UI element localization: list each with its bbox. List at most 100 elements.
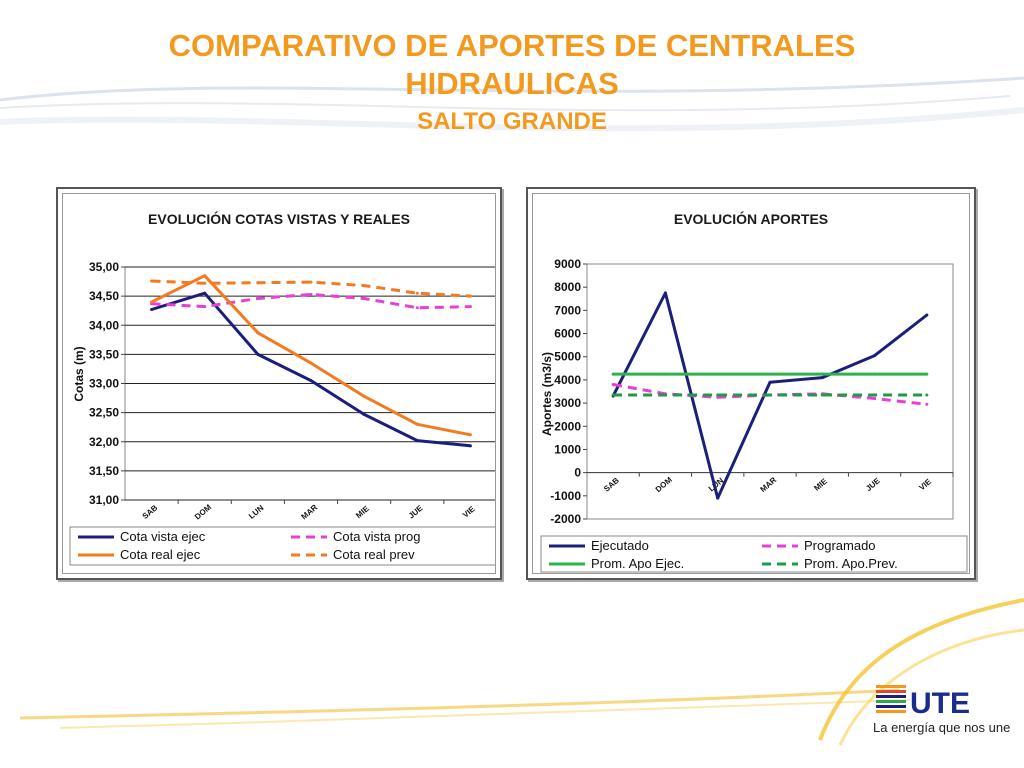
data-point [256,352,260,356]
data-point [256,296,260,300]
data-point [468,444,472,448]
data-point [611,372,615,376]
chart-frame: EVOLUCIÓN COTAS VISTAS Y REALES 31,00 31,5… [62,193,496,574]
data-point [309,292,313,296]
legend-label: Prom. Apo Ejec. [591,556,684,571]
y-tick-label: 33,50 [89,347,119,361]
data-point [716,496,720,500]
logo-stripes-icon [876,685,906,713]
y-axis-label: Cotas (m) [72,346,86,401]
brand-tagline: La energía que nos une [873,720,1011,735]
data-point [611,393,615,397]
data-point [716,393,720,397]
y-tick-label: 9000 [554,257,581,271]
data-point [150,279,154,283]
data-point [873,372,877,376]
data-point [415,291,419,295]
data-point [925,402,929,406]
chart-title: EVOLUCIÓN COTAS VISTAS Y REALES [148,210,410,227]
data-point [925,393,929,397]
y-tick-label: 31,50 [89,464,119,478]
data-point [415,306,419,310]
x-tick-label: MAR [300,503,320,522]
x-tick-label: LUN [247,503,266,521]
chart-panel-cotas: EVOLUCIÓN COTAS VISTAS Y REALES 31,00 31,5… [56,187,502,580]
legend-label: Cota vista prog [333,529,420,544]
logo-wordmark: UTE [910,687,970,720]
data-point [820,372,824,376]
data-point [362,394,366,398]
data-point [203,281,207,285]
data-point [203,305,207,309]
legend-box [540,535,968,573]
data-point [362,284,366,288]
aportes-chart: EVOLUCIÓN APORTES -2000 -1000 0 1000 2000 3000… [540,210,968,573]
data-point [468,433,472,437]
data-point [873,393,877,397]
data-point [663,291,667,295]
data-point [820,393,824,397]
y-tick-label: -1000 [550,489,581,503]
data-point [873,354,877,358]
data-point [716,372,720,376]
x-tick-label: SAB [141,503,160,521]
y-tick-label: 8000 [554,280,581,294]
y-tick-label: 5000 [554,350,581,364]
page-title: COMPARATIVO DE APORTES DE CENTRALES [168,28,856,63]
data-point [820,376,824,380]
legend-label: Ejecutado [591,538,649,553]
y-axis-label: Aportes (m3/s) [540,352,554,436]
y-tick-label: 6000 [554,327,581,341]
legend-label: Prom. Apo.Prev. [804,556,898,571]
y-tick-label: 0 [574,466,581,480]
data-point [150,308,154,312]
data-point [362,296,366,300]
data-point [415,422,419,426]
data-point [663,393,667,397]
legend-label: Cota real ejec [120,547,201,562]
legend-label: Cota vista ejec [120,529,206,544]
data-point [203,291,207,295]
data-point [309,280,313,284]
data-point [468,294,472,298]
data-point [768,380,772,384]
chart-frame: EVOLUCIÓN APORTES -2000 -1000 0 1000 2000 3000… [532,193,970,574]
x-tick-label: MIE [354,504,371,520]
data-point [256,281,260,285]
y-tick-label: 32,00 [89,435,119,449]
data-point [925,313,929,317]
y-tick-label: 4000 [554,373,581,387]
x-tick-label: JUE [407,503,425,520]
data-point [362,412,366,416]
chart-panel-aportes: EVOLUCIÓN APORTES -2000 -1000 0 1000 2000 3000… [526,187,976,580]
y-tick-label: -2000 [550,512,581,526]
y-tick-label: 3000 [554,396,581,410]
y-tick-label: 2000 [554,419,581,433]
y-tick-label: 35,00 [89,260,119,274]
data-point [873,396,877,400]
legend-label: Programado [804,538,876,553]
y-tick-label: 34,50 [89,289,119,303]
data-point [256,331,260,335]
data-point [150,300,154,304]
data-point [768,393,772,397]
data-point [716,395,720,399]
legend-box [69,526,495,566]
data-point [663,372,667,376]
data-point [415,439,419,443]
data-point [925,372,929,376]
x-tick-label: VIE [461,504,477,520]
cotas-chart: EVOLUCIÓN COTAS VISTAS Y REALES 31,00 31,5… [69,210,495,566]
data-point [203,274,207,278]
x-tick-label: DOM [193,502,213,521]
data-point [309,379,313,383]
y-tick-label: 34,00 [89,318,119,332]
data-point [611,383,615,387]
data-point [468,305,472,309]
legend-label: Cota real prev [333,547,415,562]
y-tick-label: 1000 [554,442,581,456]
y-tick-label: 31,00 [89,493,119,507]
y-tick-label: 33,00 [89,377,119,391]
y-tick-label: 7000 [554,303,581,317]
ute-logo: UTE [876,685,970,720]
